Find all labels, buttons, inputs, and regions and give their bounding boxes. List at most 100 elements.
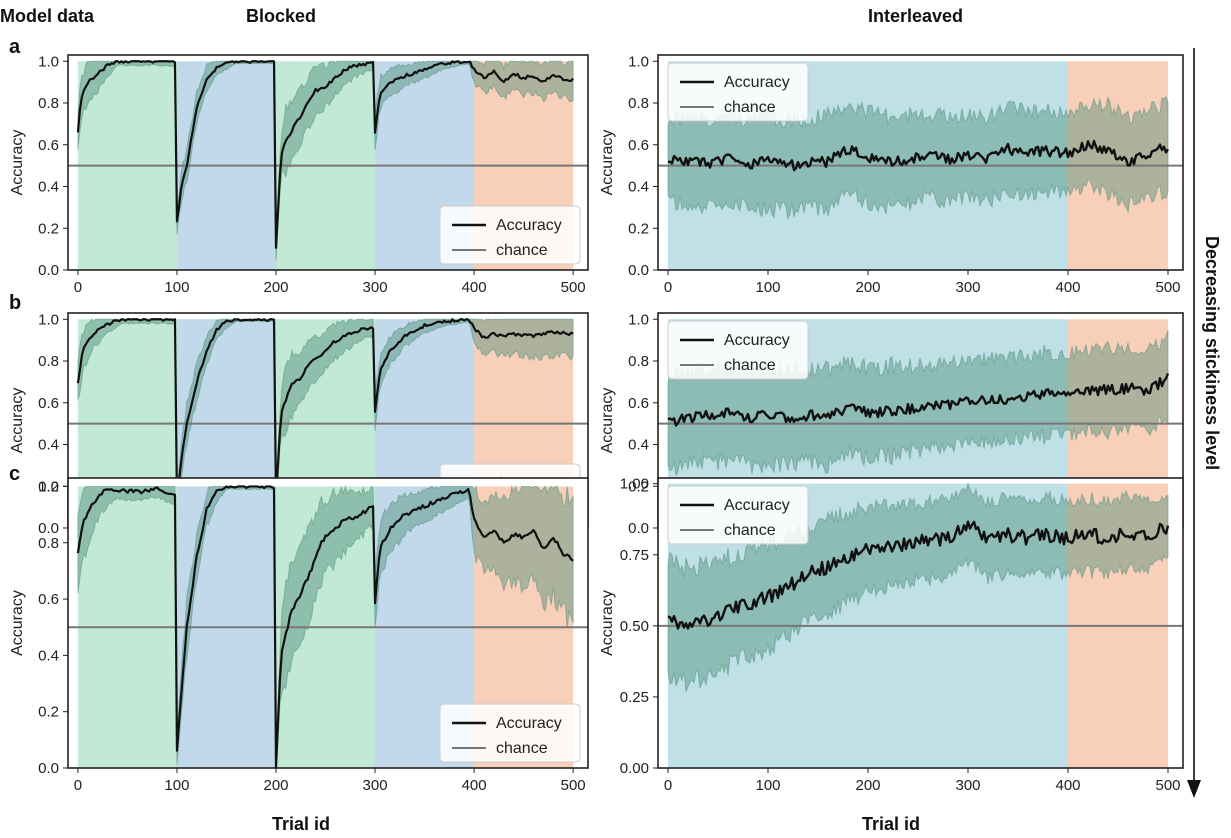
y-tick-label: 0.6 [38,395,59,412]
x-tick-label: 500 [1155,279,1180,296]
y-tick-label: 0.6 [38,591,59,608]
y-tick-label: 1.0 [38,311,59,328]
chart-panel-c-interleaved: 0 100 200 300 400 500 0.00 0.25 0.50 0.75 1.00 Accu… [599,476,1184,794]
y-tick-label: 0.00 [620,760,649,777]
y-tick-label: 0.8 [38,95,59,112]
accuracy-line [667,372,1170,427]
y-tick-label: 0.4 [38,179,59,196]
accuracy-line [76,318,574,504]
accuracy-line [667,520,1170,630]
y-tick-label: 0.6 [628,395,649,412]
y-tick-label: 0.25 [620,689,649,706]
y-tick-label: 1.00 [620,476,649,493]
stickiness-arrow-head [1187,780,1201,798]
x-tick-label: 500 [1155,777,1180,794]
chart-panel-c-blocked: 0 100 200 300 400 500 0.0 0.2 0.4 0.6 0.8 1.0 Accura… [9,477,589,794]
header-model-data: Model data [0,6,95,26]
x-tick-label: 300 [955,279,980,296]
panel-letter-b: b [9,292,22,314]
stickiness-axis-label: Decreasing stickiness level [1202,236,1222,471]
x-tick-label: 100 [164,279,189,296]
y-tick-label: 0.2 [38,220,59,237]
x-tick-label: 200 [855,777,880,794]
legend-accuracy-label: Accuracy [496,217,562,234]
x-tick-label: 200 [263,777,288,794]
y-tick-label: 1.0 [628,53,649,70]
y-axis-label: Accuracy [9,130,26,196]
y-tick-label: 0.2 [38,704,59,721]
y-tick-label: 0.8 [38,353,59,370]
x-tick-label: 100 [755,777,780,794]
legend-chance-label: chance [724,522,776,539]
legend: Accuracy chance [439,205,581,265]
plot-frame [67,477,589,769]
y-tick-label: 0.0 [628,520,649,537]
legend-chance-label: chance [496,740,548,757]
chart-panel-a-interleaved: 0 100 200 300 400 500 0.0 0.2 0.4 0.6 0.8 1.0 Accura… [599,53,1184,296]
y-tick-label: 1.0 [38,53,59,70]
y-axis-label: Accuracy [599,590,616,656]
plot-frame [657,477,1184,769]
panel-letter-c: c [9,463,21,485]
x-tick-label: 0 [74,279,82,296]
legend-chance-label: chance [724,357,776,374]
y-tick-label: 0.50 [620,618,649,635]
y-tick-label: 0.4 [628,179,649,196]
legend-accuracy-label: Accuracy [724,497,790,514]
y-axis-label: Accuracy [599,388,616,454]
y-axis-label: Accuracy [9,388,26,454]
y-tick-label: 0.0 [38,760,59,777]
x-tick-label: 200 [263,279,288,296]
y-tick-label: 0.0 [38,262,59,279]
x-tick-label: 100 [755,279,780,296]
x-axis-title-left: Trial id [272,814,331,834]
x-axis-title-right: Trial id [862,814,921,834]
plot-frame [67,54,589,271]
legend-accuracy-label: Accuracy [724,332,790,349]
accuracy-line [76,60,574,249]
x-tick-label: 300 [363,777,388,794]
legend-chance-label: chance [724,99,776,116]
x-tick-label: 0 [664,279,672,296]
y-tick-label: 0.8 [628,95,649,112]
x-tick-label: 400 [1055,777,1080,794]
y-tick-label: 0.6 [38,137,59,154]
accuracy-line [76,485,574,770]
header-interleaved: Interleaved [868,6,964,26]
y-tick-label: 0.2 [628,478,649,495]
legend: Accuracy chance [667,62,809,122]
y-tick-label: 0.2 [628,220,649,237]
y-tick-label: 0.8 [628,353,649,370]
panel-letter-a: a [9,36,21,58]
y-axis-label: Accuracy [599,130,616,196]
x-tick-label: 0 [74,777,82,794]
y-tick-label: 0.0 [628,262,649,279]
y-tick-label: 0.4 [628,437,649,454]
x-tick-label: 200 [855,279,880,296]
legend: Accuracy chance [439,703,581,763]
x-tick-label: 400 [1055,279,1080,296]
x-tick-label: 500 [561,279,586,296]
y-tick-label: 0.75 [620,547,649,564]
y-tick-label: 0.8 [38,535,59,552]
x-tick-label: 400 [462,777,487,794]
x-tick-label: 100 [164,777,189,794]
legend-chance-label: chance [496,242,548,259]
legend: Accuracy chance [667,320,809,380]
plot-frame [657,54,1184,271]
y-tick-label: 0.6 [628,137,649,154]
y-tick-label: 0.2 [38,478,59,495]
x-tick-label: 0 [664,777,672,794]
x-tick-label: 300 [955,777,980,794]
y-tick-label: 0.4 [38,647,59,664]
y-tick-label: 0.0 [38,520,59,537]
y-tick-label: 0.4 [38,437,59,454]
x-tick-label: 400 [462,279,487,296]
stickiness-arrow [1187,48,1201,798]
legend: Accuracy chance [667,485,809,545]
accuracy-line [667,139,1170,172]
chart-panel-a-blocked: 0 100 200 300 400 500 0.0 0.2 0.4 0.6 0.8 1.0 Accura… [9,53,589,296]
x-tick-label: 300 [363,279,388,296]
header-blocked: Blocked [246,6,317,26]
